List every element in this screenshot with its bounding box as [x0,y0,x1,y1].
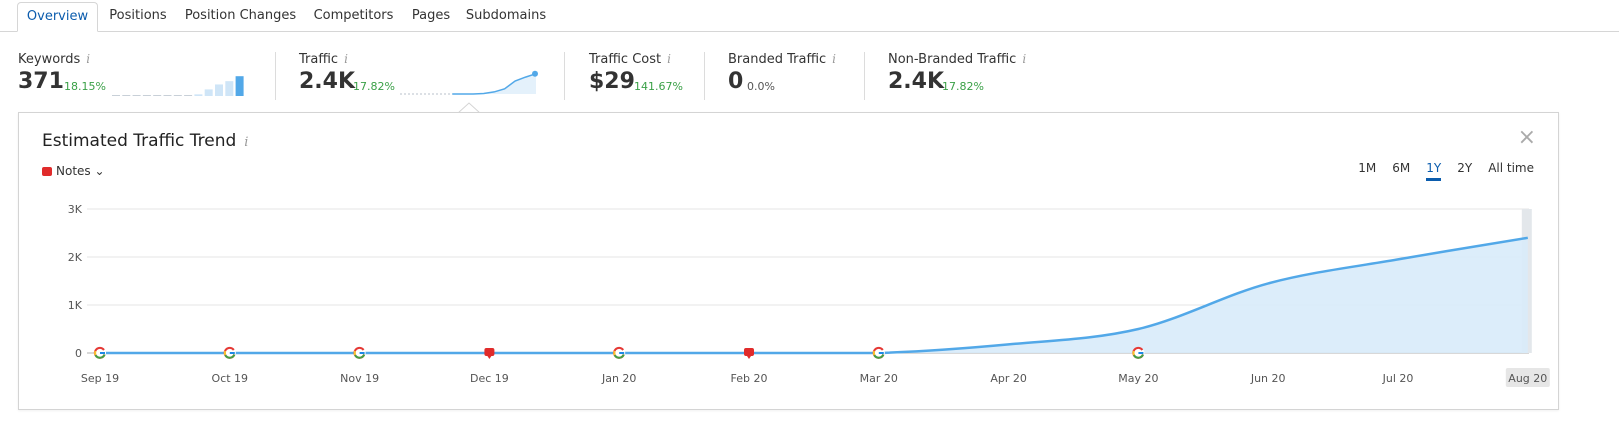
metric-change: 141.67% [634,80,683,93]
sparkline-bar [173,95,182,96]
divider [864,52,865,100]
x-tick-label: Feb 20 [731,372,768,385]
google-update-icon[interactable] [93,346,106,359]
x-tick-label: May 20 [1118,372,1158,385]
google-update-icon[interactable] [353,346,366,359]
metric-value: 0 [728,69,744,94]
metric-value: 2.4K [299,69,356,94]
info-icon[interactable]: i [344,52,348,66]
metric-value: $29 [589,69,635,94]
google-update-icon[interactable] [1132,346,1145,359]
info-icon[interactable]: i [86,52,91,66]
report-tabs: Overview Positions Position Changes Comp… [0,0,1619,32]
sparkline-bar [142,95,151,96]
y-tick-label: 2K [68,251,83,264]
traffic-line [100,236,1529,355]
sparkline-bar [235,76,244,96]
sparkline-line [452,73,537,95]
note-marker-icon[interactable] [744,348,754,359]
x-tick-label: Jan 20 [601,372,636,385]
notes-dropdown[interactable]: Notes ⌄ [42,164,105,178]
sparkline-bar [215,84,223,96]
metric-label: Traffic Cost [589,52,662,67]
metric-label: Keywords [18,52,81,67]
range-2y[interactable]: 2Y [1457,161,1473,175]
range-1y[interactable]: 1Y [1426,161,1442,181]
traffic-trend-chart[interactable]: 3K 2K 1K 0 Sep 19 Oct 19 Nov 19 Dec 19 Jan 20 Feb… [19,113,1558,409]
sparkline-bar [112,95,120,96]
x-tick-label: Nov 19 [340,372,379,385]
metric-traffic-cost[interactable]: Traffic Cost i $29 141.67% [589,52,683,94]
x-tick-label: Aug 20 [1508,372,1547,385]
traffic-sparkline [400,70,538,95]
x-tick-label: Mar 20 [860,372,898,385]
sparkline-bar [194,94,203,96]
traffic-trend-panel: Estimated Traffic Trend i × Notes ⌄ 1M 6M 1… [18,112,1559,410]
range-6m[interactable]: 6M [1392,161,1411,175]
keywords-sparkline [112,76,244,96]
metric-change: 17.82% [942,80,984,93]
metric-label: Branded Traffic [728,52,827,67]
metric-keywords[interactable]: Keywords i 371 18.15% [18,52,106,94]
note-marker-icon[interactable] [484,348,495,359]
x-tick-label: Jun 20 [1250,372,1286,385]
tab-pages[interactable]: Pages [411,8,451,23]
chevron-down-icon: ⌄ [94,164,105,178]
x-tick-label: Dec 19 [470,372,509,385]
tab-position-changes[interactable]: Position Changes [184,8,297,23]
google-update-icon[interactable] [613,346,626,359]
info-icon[interactable]: i [667,52,671,66]
traffic-area [100,237,1528,353]
notes-label: Notes [56,164,91,178]
divider [704,52,705,100]
sparkline-bar [184,95,193,96]
sparkline-bar [163,95,172,96]
x-tick-label: Oct 19 [212,372,249,385]
metric-label: Traffic [299,52,339,67]
google-update-icon[interactable] [872,346,885,359]
tab-competitors[interactable]: Competitors [313,8,394,23]
divider [564,52,565,100]
sparkline-bar [153,95,162,96]
sparkline-bar [122,95,131,96]
sparkline-area [452,73,536,94]
panel-title: Estimated Traffic Trend [42,131,237,151]
info-icon[interactable]: i [1022,52,1027,66]
google-update-icon[interactable] [223,346,236,359]
metric-label: Non-Branded Traffic [888,52,1017,67]
tab-positions[interactable]: Positions [109,8,167,23]
active-metric-pointer [458,102,480,114]
metric-traffic[interactable]: Traffic i 2.4K 17.82% [299,52,395,94]
x-tick-label: Sep 19 [81,372,119,385]
x-tick-label: Apr 20 [990,372,1027,385]
sparkline-bar [225,81,234,96]
metric-value: 2.4K [888,69,945,94]
metric-non-branded-traffic[interactable]: Non-Branded Traffic i 2.4K 17.82% [888,52,1027,94]
sparkline-bar [132,95,141,96]
tab-overview[interactable]: Overview [17,2,98,32]
metric-branded-traffic[interactable]: Branded Traffic i 0 0.0% [728,52,837,94]
range-1m[interactable]: 1M [1358,161,1377,175]
x-tick-label: Jul 20 [1382,372,1414,385]
sparkline-point [532,70,538,77]
divider [275,52,276,100]
y-tick-label: 3K [68,203,83,216]
info-icon[interactable]: i [244,135,249,150]
range-selector: 1M 6M 1Y 2Y All time [1342,161,1534,181]
metric-change: 18.15% [64,80,106,93]
metric-change: 0.0% [747,80,775,93]
close-icon[interactable]: × [1517,125,1536,150]
sparkline-bar [204,89,213,96]
tab-subdomains[interactable]: Subdomains [465,8,547,23]
metric-value: 371 [18,69,64,94]
metric-change: 17.82% [353,80,395,93]
note-icon [42,167,52,176]
x-tick-highlight [1505,368,1550,387]
info-icon[interactable]: i [832,52,837,66]
range-all-time[interactable]: All time [1488,161,1534,175]
y-tick-label: 0 [75,347,82,360]
y-tick-label: 1K [68,299,83,312]
